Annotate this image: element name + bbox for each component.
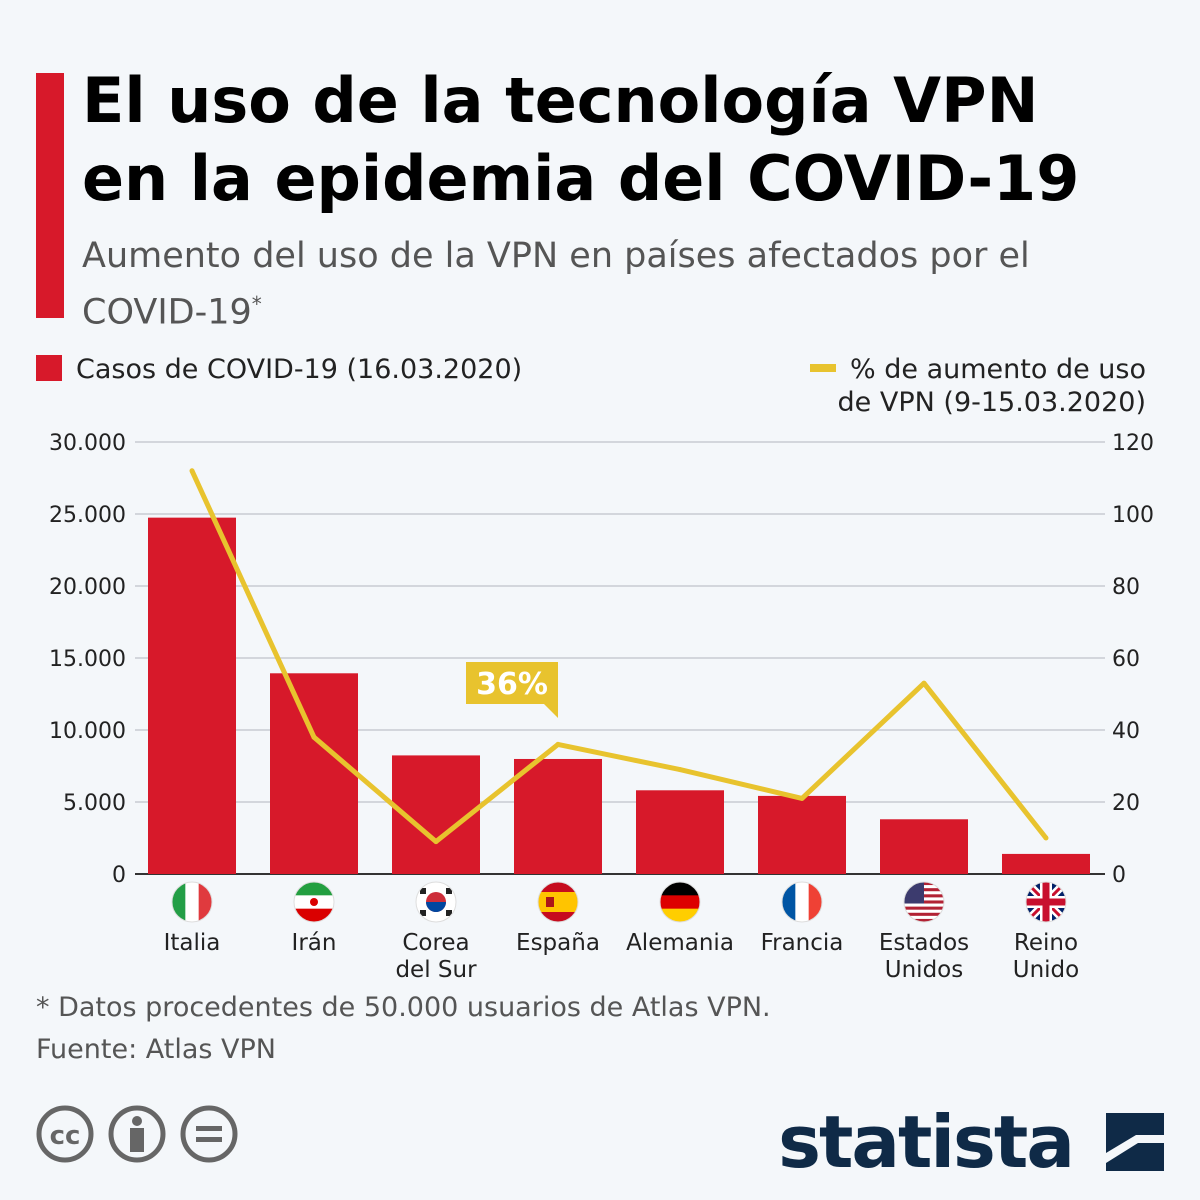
bar-5 [758,795,846,874]
category-label: Corea [402,930,469,956]
attribution-icon [108,1105,166,1163]
uk-flag [1026,882,1066,922]
category-label: Unidos [885,957,963,983]
accent-bar [36,73,64,318]
annotation-label: 36% [476,667,548,702]
category-label: del Sur [395,957,477,983]
usa-flag [904,882,944,922]
line-point-7 [1043,835,1049,841]
bar-7 [1002,853,1090,874]
chart-title: El uso de la tecnología VPN en la epidem… [82,64,1080,215]
legend-line: % de aumento de uso de VPN (9-15.03.2020… [810,353,1146,419]
germany-flag [660,882,700,922]
legend-bar-swatch [36,355,62,381]
right-tick-label: 60 [1112,647,1140,672]
flag-border [903,881,945,923]
category-label: Irán [292,930,337,956]
bar-6 [880,819,968,874]
line-point-3 [555,741,561,747]
line-point-1 [311,734,317,740]
statista-logo-icon [1106,1113,1164,1171]
right-tick-label: 80 [1112,575,1140,600]
line-point-2 [433,839,439,845]
flag-border [537,881,579,923]
legend-bars: Casos de COVID-19 (16.03.2020) [36,353,522,386]
chart-subtitle: Aumento del uso de la VPN en países afec… [82,232,1032,337]
flag-border [1025,881,1067,923]
line-point-5 [799,795,805,801]
flag-border [415,881,457,923]
left-tick-label: 30.000 [49,431,126,456]
category-label: España [516,930,600,956]
statista-logo: statista [778,1100,1164,1184]
line-point-6 [921,680,927,686]
right-tick-label: 40 [1112,719,1140,744]
right-tick-label: 120 [1112,431,1154,456]
footnote: * Datos procedentes de 50.000 usuarios d… [36,992,771,1023]
subtitle-text: Aumento del uso de la VPN en países afec… [82,236,1030,333]
category-label: Alemania [626,930,734,956]
category-label: Italia [164,930,221,956]
left-tick-label: 10.000 [49,719,126,744]
source: Fuente: Atlas VPN [36,1034,276,1065]
left-tick-label: 25.000 [49,503,126,528]
flag-border [781,881,823,923]
license-icons: cc [36,1105,238,1163]
right-tick-label: 100 [1112,503,1154,528]
svg-text:cc: cc [50,1121,81,1151]
category-label: Francia [761,930,844,956]
left-tick-label: 15.000 [49,647,126,672]
legend-bar-label: Casos de COVID-19 (16.03.2020) [76,354,523,385]
italy-flag [172,882,212,922]
left-tick-label: 5.000 [63,791,126,816]
annotation-callout [466,662,558,718]
south-korea-flag [416,882,456,922]
legend-line-swatch [810,364,837,372]
right-tick-label: 0 [1112,863,1126,888]
bar-4 [636,790,724,874]
line-point-4 [677,767,683,773]
subtitle-mark: * [251,292,262,316]
flag-border [659,881,701,923]
spain-flag [538,882,578,922]
france-flag [782,882,822,922]
right-tick-label: 20 [1112,791,1140,816]
logo-text: statista [778,1100,1075,1184]
legend-line-label-2: de VPN (9-15.03.2020) [837,387,1146,418]
cc-icon: cc [36,1105,94,1163]
category-label: Reino [1014,930,1078,956]
iran-flag [294,882,334,922]
flag-border [293,881,335,923]
bar-3 [514,758,602,874]
left-tick-label: 0 [112,863,126,888]
category-label: Unido [1013,957,1079,983]
line-point-0 [189,468,195,474]
category-label: Estados [879,930,969,956]
bar-0 [148,517,236,874]
no-derivatives-icon [180,1105,238,1163]
vpn-line [189,469,1048,845]
legend-line-label-1: % de aumento de uso [850,354,1146,385]
chart-area: 0 5.000 10.000 15.000 20.000 25.000 30.000 0 20 4… [49,431,1154,983]
left-tick-label: 20.000 [49,575,126,600]
flag-border [171,881,213,923]
bar-1 [270,673,358,874]
